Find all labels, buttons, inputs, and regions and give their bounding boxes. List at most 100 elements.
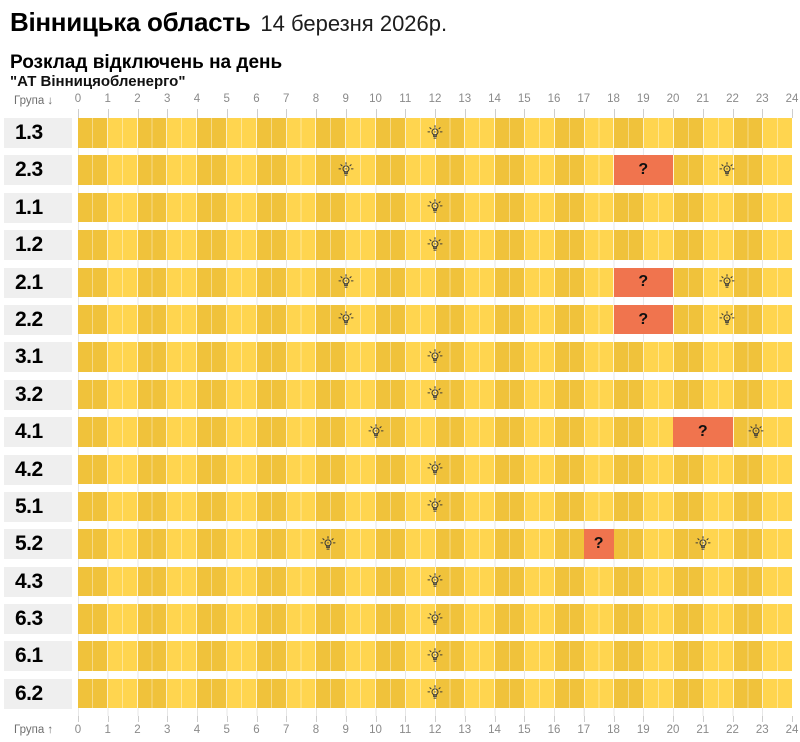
hour-cell [405,192,436,223]
hour-cell [435,678,466,709]
hour-cell [226,529,257,559]
hour-cell [465,267,496,298]
tick-mark [524,716,526,723]
hour-cell [703,379,734,410]
hour-cell [316,118,347,148]
tick-mark [673,716,674,723]
hour-cell [256,230,287,260]
possible-outage-cell: ? [583,529,614,559]
hour-cell [614,566,645,597]
hour-cell [614,342,645,372]
hour-cell [495,155,525,185]
hour-cell [673,604,704,634]
hour-cell [644,230,674,260]
hour-cell [763,118,793,148]
hour-tick-label: 8 [312,93,320,105]
hour-cell [286,379,317,410]
hour-cell [703,304,734,335]
hour-cell [554,529,585,559]
hour-cell [286,417,317,447]
hour-cell [763,267,793,298]
hour-cell [226,118,257,148]
possible-outage-cell: ? [613,267,673,298]
hour-cell [405,230,436,260]
hour-cell [167,641,198,671]
hour-cell [405,267,436,298]
hour-cell [256,491,287,522]
possible-outage-cell: ? [613,155,673,185]
hour-cell [286,641,317,671]
schedule-track: ? [78,267,793,305]
hour-cell [316,529,347,559]
hour-cell [524,566,555,597]
hour-cell [137,304,168,335]
tick-mark [256,716,258,723]
hour-cell [197,529,227,559]
hour-cell [346,267,376,298]
bulb-icon [427,124,444,141]
bulb-icon [427,573,444,589]
hour-cell [167,454,198,485]
hour-tick-label: 0 [74,93,82,105]
hour-band [78,491,793,522]
hour-cell [465,678,496,709]
hour-tick-label: 9 [342,93,349,105]
hour-cell [167,230,198,260]
hour-band [78,192,793,223]
schedule-row: 4.3 [0,566,800,605]
hour-cell [226,267,257,298]
hour-cell [763,304,793,335]
hour-cell [435,604,466,634]
possible-outage-cell: ? [613,304,673,335]
schedule-row: 3.2 [0,379,800,418]
hour-cell [107,529,138,559]
hour-cell [435,192,466,223]
tick-mark [345,109,347,118]
hour-cell [256,604,287,634]
hour-cell [256,118,287,148]
hour-tick-label: 15 [517,93,531,105]
hour-cell [584,491,615,522]
hour-cell [107,678,138,709]
hour-cell [226,678,257,709]
hour-tick-label: 20 [666,93,680,105]
hour-cell [703,566,734,597]
hour-cell [465,379,496,410]
hour-cell [703,342,734,372]
hour-cell [614,678,645,709]
hour-tick-label: 5 [223,93,230,105]
schedule-row: 5.1 [0,491,800,530]
hour-cell [167,304,198,335]
hour-cell [673,641,704,671]
hour-cell [107,342,138,372]
hour-cell [733,604,764,634]
hour-cell [316,379,347,410]
hour-cell [256,155,287,185]
hour-band [78,566,793,597]
hour-cell [346,566,376,597]
hour-cell [465,304,496,335]
tick-mark [167,109,169,118]
hour-cell [167,379,198,410]
hour-cell [197,491,227,522]
hour-cell [375,230,406,260]
hour-tick-label: 7 [283,93,290,105]
hour-cell [286,604,317,634]
hour-cell [435,342,466,372]
hour-cell [226,192,257,223]
tick-mark [554,716,555,723]
tick-mark [613,109,615,118]
hour-tick-label: 6 [253,93,260,105]
bulb-icon [427,199,444,215]
hour-tick-label: 19 [636,724,650,737]
hour-tick-label: 7 [283,724,290,737]
hour-cell [286,118,317,148]
hour-cell [554,491,585,522]
hour-cell [167,566,198,597]
hour-tick-label: 18 [607,724,620,737]
hour-cell [584,417,615,447]
hour-ticks-bottom: 0 1 2 3 4 5 6 7 8 9 10 11 12 13 14 15 16 17 18 19 20 21 22 23 24 [75,716,798,742]
hour-cell [286,230,317,260]
group-label: 1.2 [4,230,72,261]
hour-cell [495,230,525,260]
